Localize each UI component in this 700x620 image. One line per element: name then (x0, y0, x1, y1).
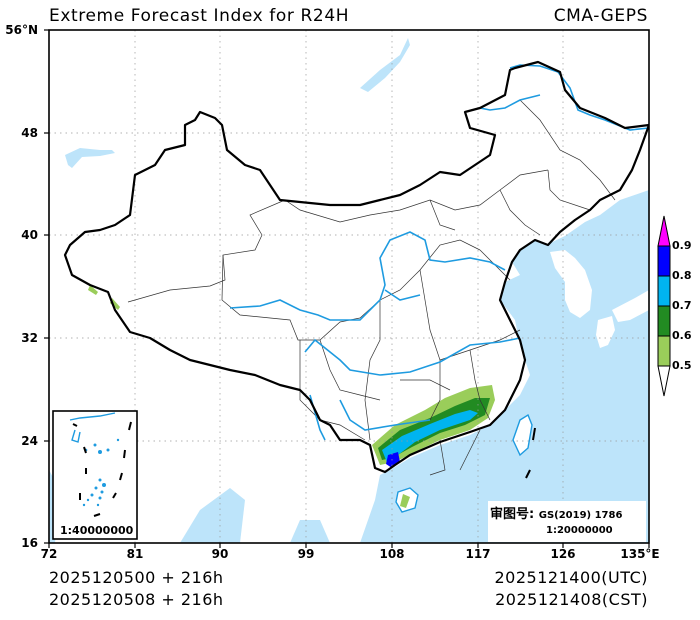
lon-tick-72: 72 (40, 547, 58, 561)
approval-number: 审图号: GS(2019) 1786 (490, 503, 622, 522)
colorbar-label-0-5: 0.5 (672, 359, 692, 372)
ocean (49, 38, 649, 543)
init-time-utc: 2025120500 + 216h (49, 568, 224, 587)
lon-tick-117: 117 (465, 547, 491, 561)
colorbar-label-0-6: 0.6 (672, 329, 692, 342)
lat-tick-24: 24 (21, 434, 38, 448)
lat-tick-16: 16 (21, 536, 38, 550)
province-boundaries (127, 99, 616, 476)
valid-time-utc: 2025121400(UTC) (494, 568, 648, 587)
valid-time-cst: 2025121408(CST) (495, 590, 648, 609)
approval-code: GS(2019) 1786 (538, 510, 623, 521)
colorbar-label-0-8: 0.8 (672, 269, 692, 282)
lat-tick-32: 32 (21, 331, 38, 345)
lat-tick-48: 48 (21, 126, 38, 140)
source-label: CMA-GEPS (553, 6, 648, 26)
lon-tick-90: 90 (211, 547, 229, 561)
lat-tick-56: 56°N (5, 23, 38, 37)
init-time-cst: 2025120508 + 216h (49, 590, 224, 609)
south-china-sea-inset (52, 410, 138, 540)
approval-box: 审图号: GS(2019) 1786 1:20000000 (488, 501, 646, 542)
colorbar (657, 215, 671, 397)
lon-tick-135: 135°E (620, 547, 660, 561)
lon-tick-99: 99 (297, 547, 315, 561)
lon-tick-126: 126 (550, 547, 576, 561)
inset-scale: 1:40000000 (60, 524, 134, 537)
lon-tick-108: 108 (379, 547, 405, 561)
approval-label: 审图号: (490, 507, 535, 522)
national-border (63, 60, 649, 474)
lon-tick-81: 81 (126, 547, 144, 561)
lat-tick-40: 40 (21, 228, 38, 242)
colorbar-label-0-9: 0.9 (672, 239, 692, 252)
map-frame (48, 29, 650, 544)
map-scale: 1:20000000 (546, 525, 613, 536)
chart-title: Extreme Forecast Index for R24H (49, 6, 350, 26)
colorbar-label-0-7: 0.7 (672, 299, 692, 312)
